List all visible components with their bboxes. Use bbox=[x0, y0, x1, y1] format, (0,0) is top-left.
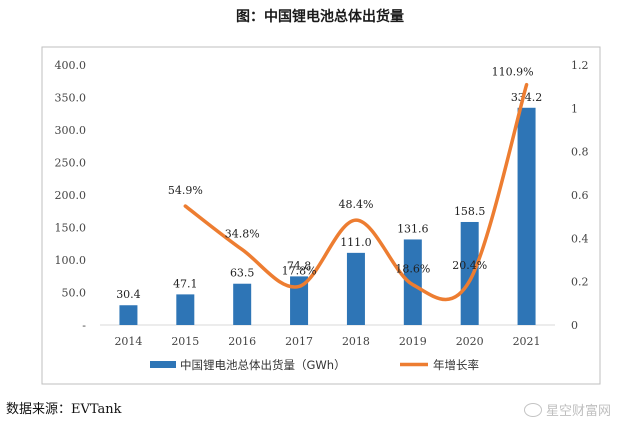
right-tick-label: 1 bbox=[571, 102, 578, 115]
line-value-label: 17.8% bbox=[282, 264, 317, 277]
line-value-label: 54.9% bbox=[168, 184, 203, 197]
left-axis: - 50.0 100.0 150.0 200.0 250.0 300.0 350.0 400.0 bbox=[55, 59, 87, 332]
line-value-label: 34.8% bbox=[225, 228, 260, 241]
left-tick-label: 250.0 bbox=[55, 157, 87, 170]
line-value-label: 110.9% bbox=[492, 66, 534, 79]
x-tick-label: 2014 bbox=[114, 335, 142, 348]
chart-frame bbox=[41, 46, 601, 385]
x-tick-label: 2021 bbox=[513, 335, 541, 348]
weibo-icon bbox=[524, 403, 542, 417]
bar-value-label: 131.6 bbox=[397, 222, 429, 235]
bar-value-label: 47.1 bbox=[173, 277, 198, 290]
bar-value-label: 158.5 bbox=[454, 205, 486, 218]
figure-title: 图：中国锂电池总体出货量 bbox=[236, 9, 404, 25]
right-tick-label: 0.6 bbox=[571, 189, 589, 202]
x-tick-label: 2015 bbox=[171, 335, 199, 348]
bar-value-label: 30.4 bbox=[116, 288, 141, 301]
bar-value-label: 334.2 bbox=[511, 91, 543, 104]
bar bbox=[517, 107, 536, 326]
growth-rate-line bbox=[183, 82, 529, 302]
legend-line-label: 年增长率 bbox=[433, 358, 479, 372]
x-tick-label: 2016 bbox=[228, 335, 256, 348]
left-tick-label: 50.0 bbox=[62, 287, 87, 300]
bar-value-label: 63.5 bbox=[230, 267, 255, 280]
right-tick-label: 0.4 bbox=[571, 232, 589, 245]
bar bbox=[176, 294, 195, 325]
left-tick-label: 150.0 bbox=[55, 222, 87, 235]
right-tick-label: 1.2 bbox=[571, 59, 589, 72]
watermark: 星空财富网 bbox=[524, 400, 611, 419]
legend: 中国锂电池总体出货量（GWh） 年增长率 bbox=[150, 358, 479, 372]
right-tick-label: 0 bbox=[571, 319, 578, 332]
left-tick-label: 200.0 bbox=[55, 189, 87, 202]
left-tick-label: 350.0 bbox=[55, 92, 87, 105]
bar bbox=[460, 221, 479, 325]
line-series bbox=[183, 82, 529, 302]
x-tick-label: 2019 bbox=[399, 335, 427, 348]
left-tick-label: 100.0 bbox=[55, 254, 87, 267]
bar bbox=[233, 283, 252, 325]
line-value-label: 48.4% bbox=[338, 198, 373, 211]
left-tick-label: 300.0 bbox=[55, 124, 87, 137]
bar bbox=[403, 239, 422, 325]
line-data-labels: 54.9% 34.8% 17.8% 48.4% 18.6% 20.4% 110.9% bbox=[168, 66, 534, 278]
bar-value-label: 74.8 bbox=[287, 259, 312, 272]
legend-bar-swatch bbox=[150, 361, 176, 368]
bar-data-labels: 30.4 47.1 63.5 74.8 111.0 131.6 158.5 334.2 bbox=[116, 91, 542, 301]
x-tick-label: 2020 bbox=[456, 335, 484, 348]
x-tick-label: 2017 bbox=[285, 335, 313, 348]
bar-value-label: 111.0 bbox=[340, 236, 372, 249]
watermark-text: 星空财富网 bbox=[546, 404, 612, 419]
x-tick-label: 2018 bbox=[342, 335, 370, 348]
left-tick-label: - bbox=[82, 319, 86, 332]
legend-bar-label: 中国锂电池总体出货量（GWh） bbox=[180, 358, 346, 372]
line-value-label: 18.6% bbox=[395, 263, 430, 276]
left-tick-label: 400.0 bbox=[55, 59, 87, 72]
bar-series bbox=[119, 107, 536, 326]
x-axis: 2014 2015 2016 2017 2018 2019 2020 2021 bbox=[114, 335, 540, 348]
right-tick-label: 0.8 bbox=[571, 146, 589, 159]
right-tick-label: 0.2 bbox=[571, 276, 589, 289]
bar bbox=[119, 305, 138, 325]
source-note: 数据来源：EVTank bbox=[6, 402, 122, 417]
right-axis: 0 0.2 0.4 0.6 0.8 1 1.2 bbox=[571, 59, 589, 332]
line-value-label: 20.4% bbox=[452, 259, 487, 272]
bar bbox=[346, 252, 365, 325]
